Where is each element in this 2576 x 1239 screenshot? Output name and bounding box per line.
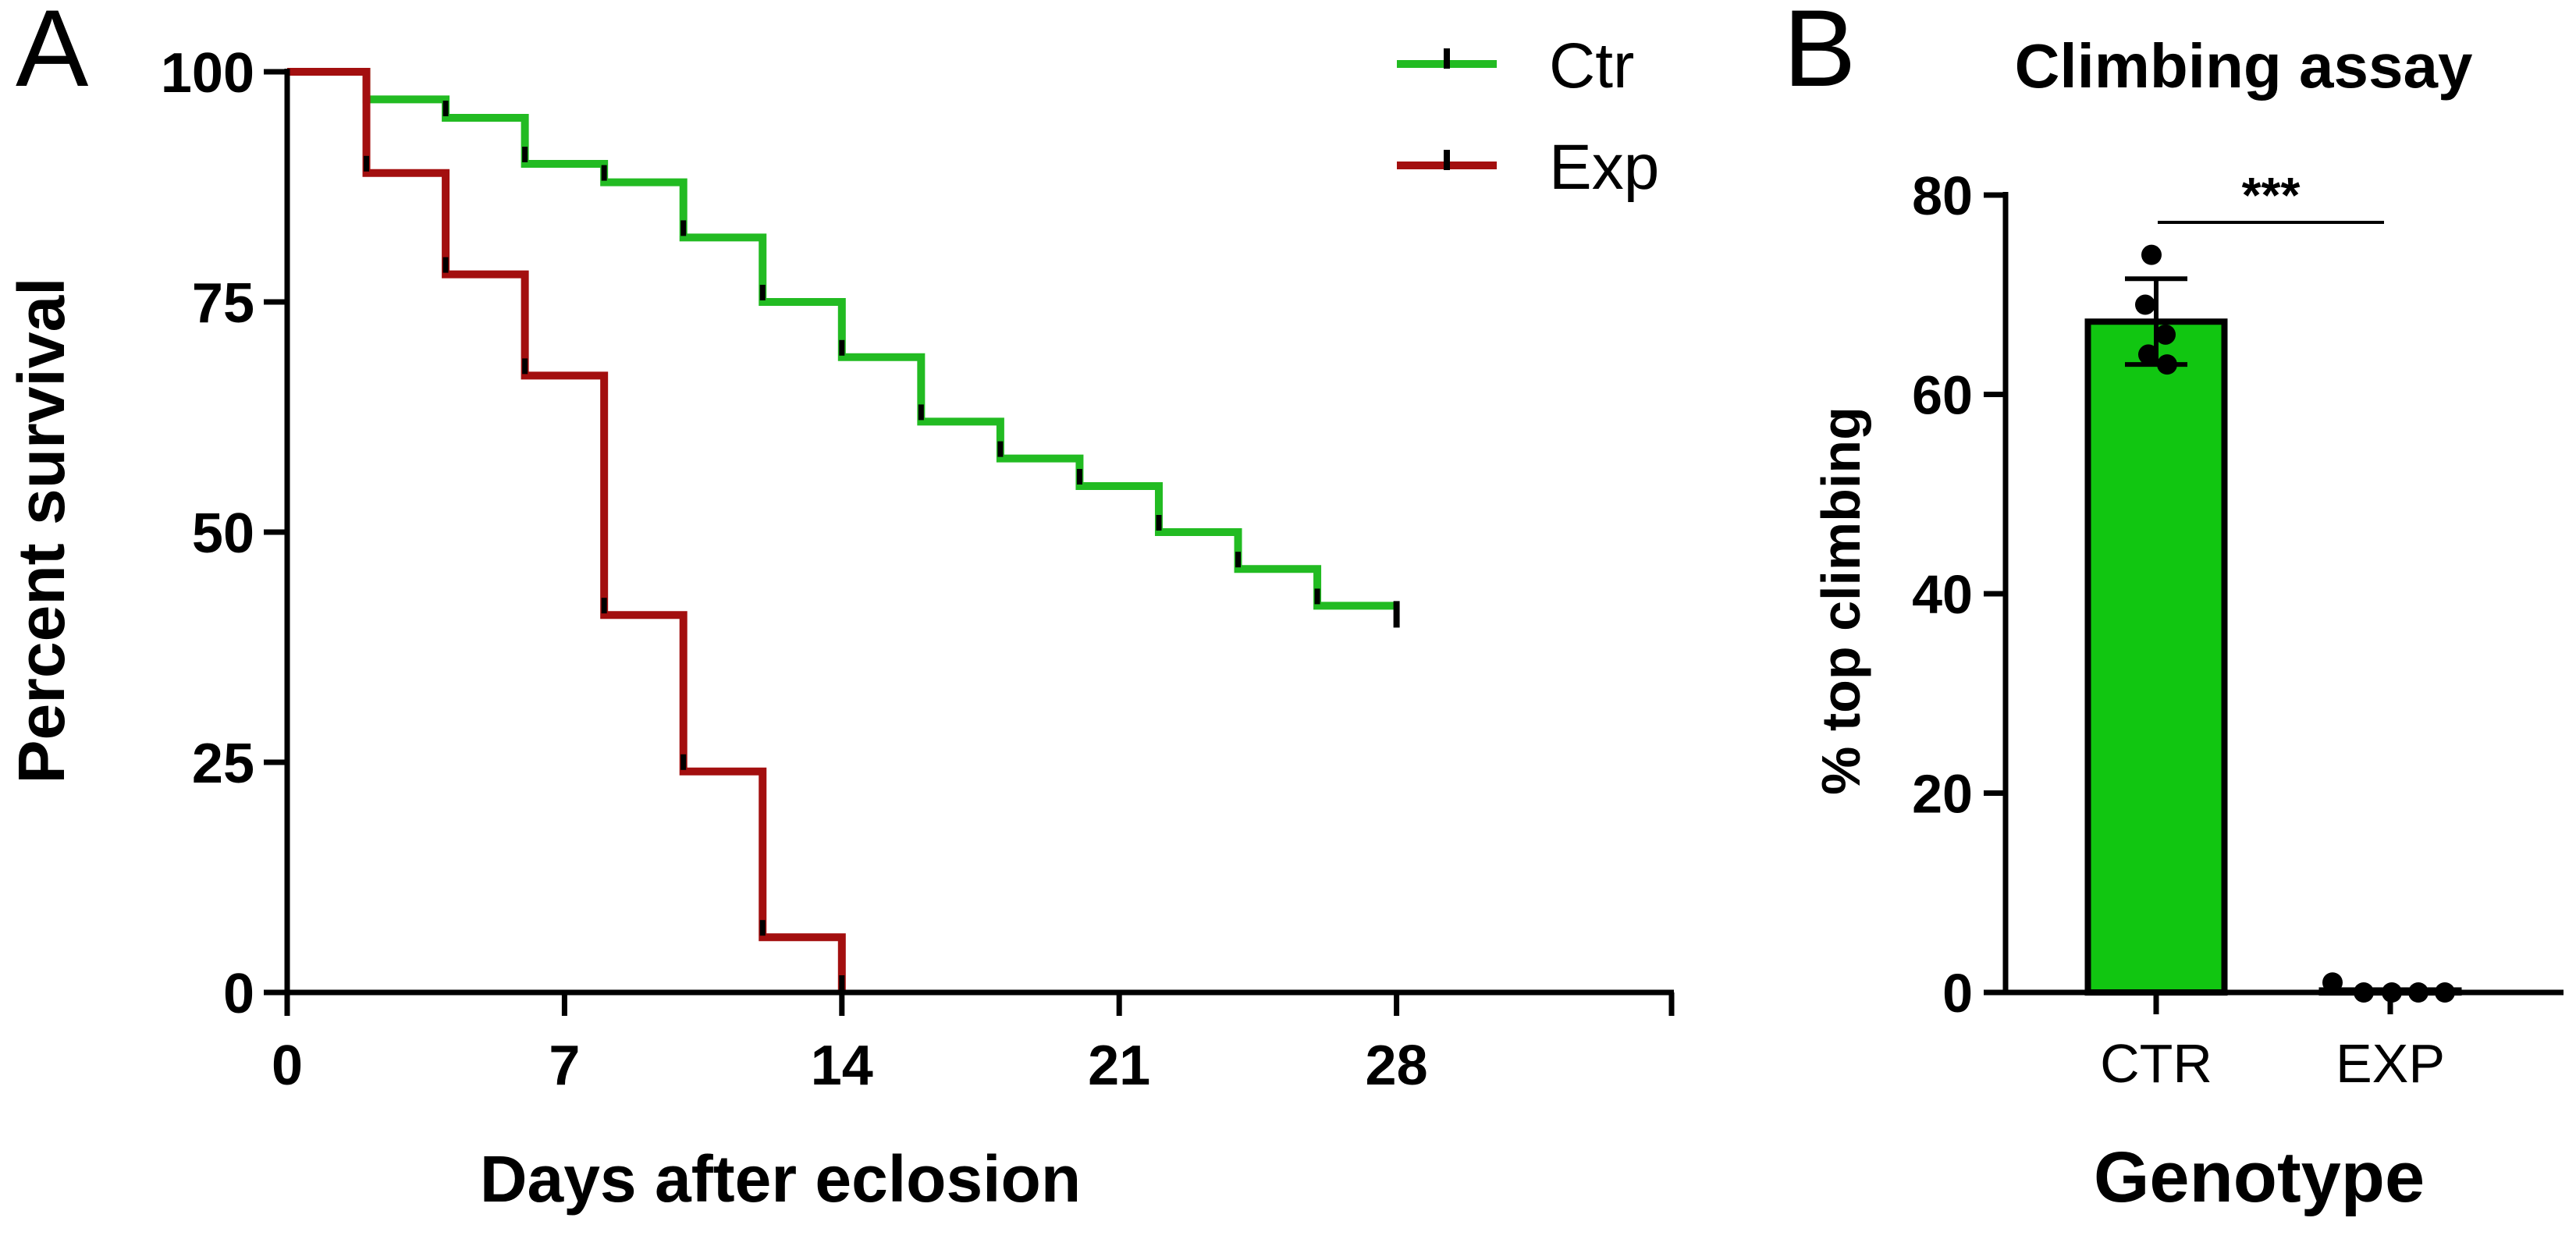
panel-a-legend: Ctr Exp xyxy=(1397,30,1659,203)
data-point-ctr-2 xyxy=(2135,294,2155,315)
significance-label: *** xyxy=(2242,167,2301,223)
y-tick-label-100: 100 xyxy=(161,42,254,105)
data-point-exp-1 xyxy=(2322,972,2343,993)
survival-line-ctr xyxy=(287,68,1397,610)
panel-a-y-ticks: 0 25 50 75 100 xyxy=(161,42,287,1025)
category-label-exp: EXP xyxy=(2336,1033,2445,1094)
legend-label-exp: Exp xyxy=(1549,132,1659,203)
panel-b: B Climbing assay 0 20 40 60 80 CTR EXP *** Ge… xyxy=(1783,0,2564,1217)
panel-b-title: Climbing assay xyxy=(2015,31,2473,101)
panel-a-x-ticks: 0 7 14 21 28 xyxy=(272,992,1675,1097)
x-tick-label-0: 0 xyxy=(272,1035,303,1097)
data-point-ctr-5 xyxy=(2157,354,2177,375)
category-label-ctr: CTR xyxy=(2100,1033,2212,1094)
panel-a-x-axis-label: Days after eclosion xyxy=(480,1142,1081,1216)
y-tick-label-0: 0 xyxy=(223,963,254,1025)
panel-b-y-axis-label: % top climbing xyxy=(1810,406,1871,795)
x-tick-label-7: 7 xyxy=(549,1035,580,1097)
x-tick-label-28: 28 xyxy=(1366,1035,1428,1097)
panel-a-series-layer xyxy=(287,68,1400,992)
b-y-tick-label-40: 40 xyxy=(1912,564,1973,625)
panel-a-letter: A xyxy=(16,0,89,109)
data-point-ctr-4 xyxy=(2138,344,2159,365)
panel-a: A 0 25 50 75 100 0 7 14 21 28 Days after eclosio… xyxy=(5,0,1675,1216)
b-y-tick-label-60: 60 xyxy=(1912,365,1973,426)
y-tick-label-75: 75 xyxy=(192,272,254,335)
b-y-tick-label-20: 20 xyxy=(1912,764,1973,825)
panel-b-x-axis-label: Genotype xyxy=(2094,1138,2425,1217)
legend-label-ctr: Ctr xyxy=(1549,30,1634,101)
b-y-tick-label-0: 0 xyxy=(1942,963,1973,1024)
bar-ctr xyxy=(2084,318,2228,996)
panel-b-y-ticks: 0 20 40 60 80 xyxy=(1912,165,2006,1024)
data-point-ctr-3 xyxy=(2155,324,2176,345)
panel-a-y-axis-label: Percent survival xyxy=(5,277,78,783)
panel-b-letter: B xyxy=(1783,0,1856,109)
data-point-ctr-1 xyxy=(2141,244,2162,265)
b-y-tick-label-80: 80 xyxy=(1912,165,1973,226)
x-tick-label-14: 14 xyxy=(811,1035,873,1097)
panel-b-bars-layer xyxy=(2084,318,2462,996)
survival-line-exp xyxy=(287,68,846,992)
y-tick-label-50: 50 xyxy=(192,502,254,565)
panel-b-category-labels: CTR EXP xyxy=(2100,992,2445,1094)
x-tick-label-21: 21 xyxy=(1088,1035,1150,1097)
y-tick-label-25: 25 xyxy=(192,733,254,795)
